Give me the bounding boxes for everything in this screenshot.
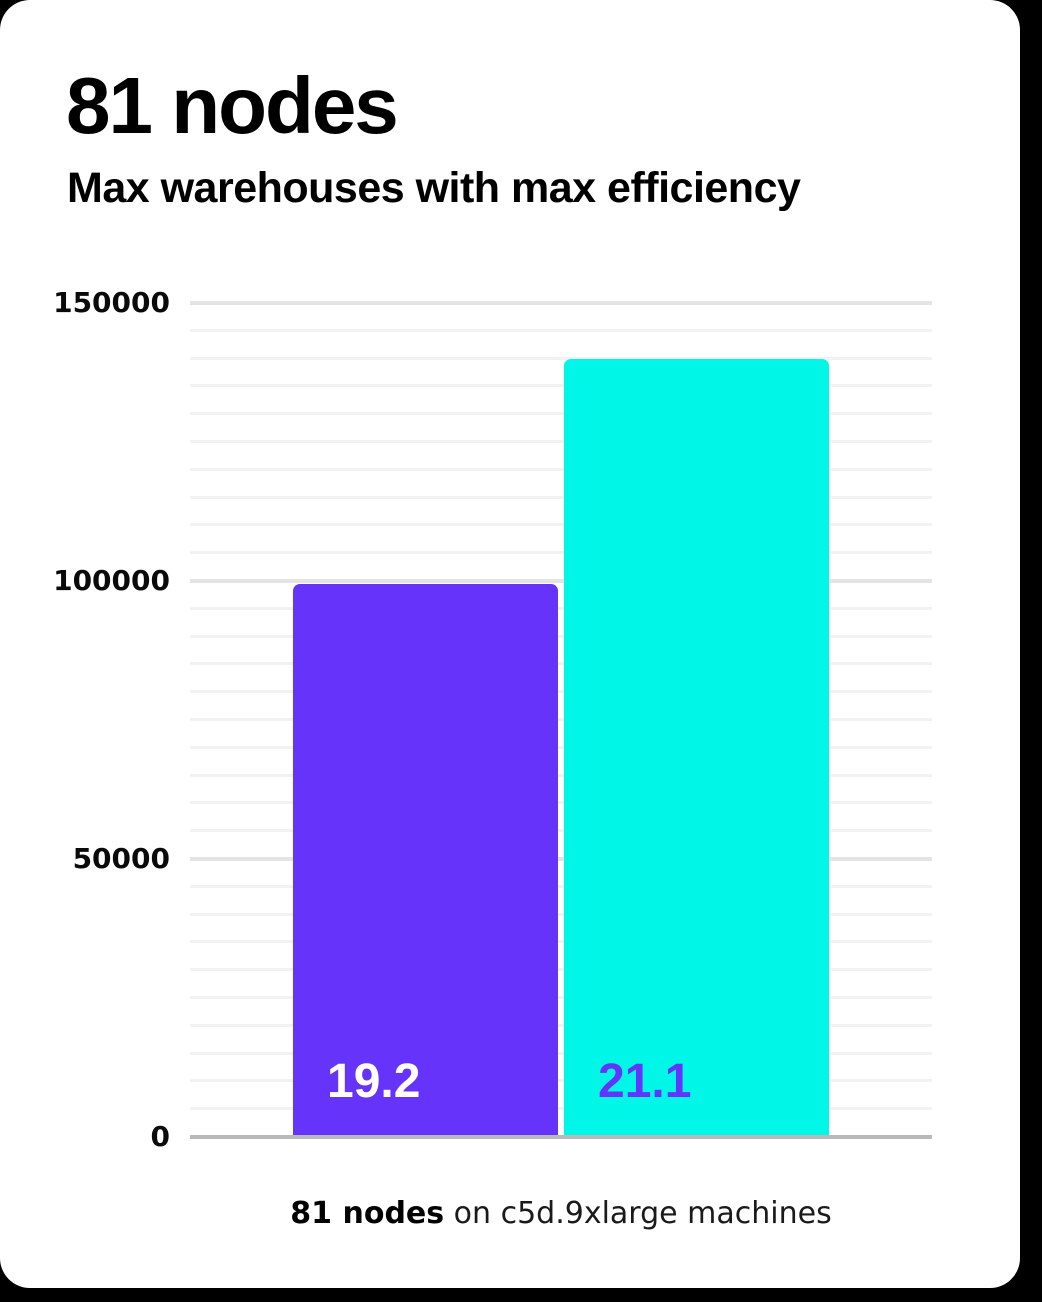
minor-gridline [190,634,932,638]
minor-gridline [190,940,932,944]
minor-gridline [190,801,932,805]
minor-gridline [190,412,932,416]
minor-gridline [190,467,932,471]
minor-gridline [190,328,932,332]
minor-gridline [190,523,932,527]
chart-caption: 81 nodes on c5d.9xlarge machines [190,1196,932,1231]
page-subtitle: Max warehouses with max efficiency [67,164,801,212]
bar-19.2: 19.2 [293,583,558,1137]
major-gridline [190,857,932,862]
minor-gridline [190,829,932,833]
minor-gridline [190,690,932,694]
minor-gridline [190,996,932,1000]
minor-gridline [190,968,932,972]
minor-gridline [190,384,932,388]
major-gridline [190,301,932,305]
minor-gridline [190,745,932,749]
minor-gridline [190,495,932,499]
minor-gridline [190,884,932,888]
bar-label-21.1: 21.1 [598,1055,692,1108]
bar-label-19.2: 19.2 [327,1055,421,1108]
minor-gridline [190,773,932,777]
minor-gridline [190,440,932,443]
y-tick-0: 0 [150,1120,170,1153]
minor-gridline [190,1051,932,1055]
minor-gridline [190,662,932,666]
y-tick-50000: 50000 [72,842,170,875]
major-gridline [190,579,932,584]
bar-21.1: 21.1 [564,358,829,1137]
x-axis-line [190,1135,932,1139]
minor-gridline [190,718,932,721]
y-tick-150000: 150000 [53,286,170,319]
y-tick-100000: 100000 [53,564,170,597]
minor-gridline [190,1107,932,1111]
minor-gridline [190,1079,932,1083]
caption-bold-text: 81 nodes [290,1196,445,1231]
plot-area: 19.2 21.1 [190,301,932,1139]
chart-card: 81 nodes Max warehouses with max efficie… [0,0,1020,1288]
caption-regular-text: on c5d.9xlarge machines [444,1196,832,1231]
minor-gridline [190,356,932,360]
minor-gridline [190,606,932,610]
minor-gridline [190,912,932,916]
minor-gridline [190,551,932,555]
minor-gridline [190,1023,932,1027]
page-title: 81 nodes [66,61,399,150]
